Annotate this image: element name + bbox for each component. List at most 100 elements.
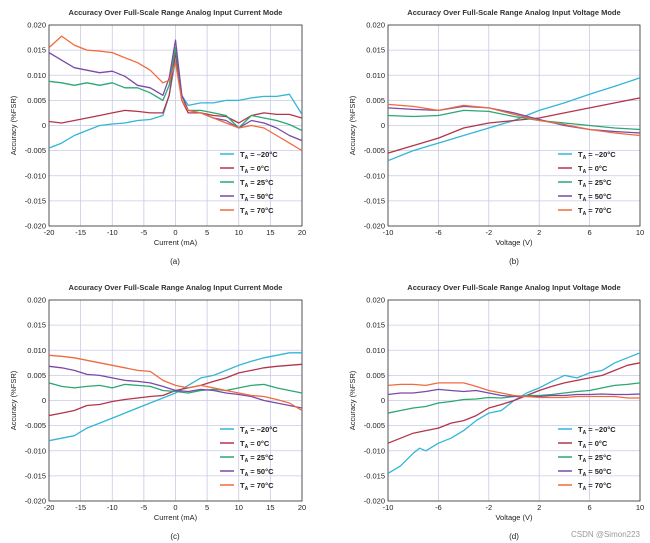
x-tick-label: 20 (298, 503, 306, 512)
y-tick-label: -0.015 (364, 471, 385, 480)
y-axis-label: Accuracy (%FSR) (9, 370, 18, 430)
x-tick-label: -20 (44, 228, 55, 237)
series-line (49, 352, 302, 442)
series-line (388, 352, 640, 474)
legend-label: TA = 0°C (578, 439, 608, 450)
x-tick-label: 2 (537, 228, 541, 237)
y-axis-label: Accuracy (%FSR) (348, 370, 357, 430)
series-line (49, 39, 302, 142)
x-tick-label: -6 (435, 503, 442, 512)
x-tick-label: -15 (75, 503, 86, 512)
plot-frame (387, 24, 641, 227)
y-tick-label: -0.010 (364, 171, 385, 180)
y-tick-label: -0.005 (25, 421, 46, 430)
subfigure-caption: (a) (170, 257, 180, 266)
y-tick-label: -0.020 (25, 497, 46, 506)
series-line (49, 382, 302, 394)
y-tick-label: 0.015 (27, 46, 46, 55)
plot-frame (48, 299, 303, 502)
x-tick-label: 6 (588, 228, 592, 237)
x-tick-label: -2 (485, 228, 492, 237)
x-tick-label: 10 (235, 503, 243, 512)
plot-frame (48, 24, 303, 227)
series-line (49, 354, 302, 412)
legend-label: TA = 70°C (578, 481, 612, 492)
series-line (49, 365, 302, 409)
y-tick-label: 0.020 (27, 21, 46, 30)
y-tick-label: 0 (42, 396, 46, 405)
y-tick-label: 0.005 (366, 371, 385, 380)
x-tick-label: -20 (44, 503, 55, 512)
legend-label: TA = 70°C (240, 206, 274, 217)
plot-frame (387, 299, 641, 502)
series-line (388, 382, 640, 414)
series-line (388, 77, 640, 162)
series-line (388, 97, 640, 154)
legend-label: TA = 0°C (240, 439, 270, 450)
x-tick-label: 10 (235, 228, 243, 237)
x-tick-label: 20 (298, 228, 306, 237)
series-line (388, 109, 640, 131)
chart-panel-3: Accuracy Over Full-Scale Range Analog In… (9, 283, 306, 541)
x-tick-label: 5 (205, 503, 209, 512)
y-tick-label: 0.010 (27, 346, 46, 355)
legend-label: TA = 50°C (578, 192, 612, 203)
y-axis-label: Accuracy (%FSR) (9, 95, 18, 155)
legend-label: TA = –20°C (240, 150, 278, 161)
legend-label: TA = –20°C (240, 425, 278, 436)
y-tick-label: 0.020 (366, 296, 385, 305)
watermark-text: CSDN @Simon223 (571, 530, 641, 539)
legend-label: TA = 25°C (578, 178, 612, 189)
series-line (388, 362, 640, 444)
subfigure-caption: (b) (509, 257, 519, 266)
x-tick-label: -2 (485, 503, 492, 512)
y-tick-label: -0.020 (364, 222, 385, 231)
y-tick-label: -0.020 (364, 497, 385, 506)
x-axis-label: Voltage (V) (495, 513, 533, 522)
chart-panel-1: Accuracy Over Full-Scale Range Analog In… (9, 8, 306, 266)
y-tick-label: 0.020 (366, 21, 385, 30)
x-tick-label: -5 (141, 228, 148, 237)
x-tick-label: -10 (383, 503, 394, 512)
y-tick-label: -0.010 (364, 446, 385, 455)
subfigure-caption: (d) (509, 532, 519, 541)
y-tick-label: -0.010 (25, 171, 46, 180)
legend-label: TA = 50°C (578, 467, 612, 478)
y-tick-label: 0.010 (27, 71, 46, 80)
legend-label: TA = 70°C (240, 481, 274, 492)
legend-label: TA = 25°C (240, 453, 274, 464)
series-line (49, 59, 302, 149)
y-tick-label: 0.015 (27, 321, 46, 330)
y-tick-label: -0.005 (25, 146, 46, 155)
chart-panel-2: Accuracy Over Full-Scale Range Analog In… (348, 8, 644, 266)
chart-title: Accuracy Over Full-Scale Range Analog In… (407, 283, 620, 292)
series-line (388, 103, 640, 137)
series-line (49, 46, 302, 132)
y-tick-label: -0.015 (25, 471, 46, 480)
x-tick-label: -10 (383, 228, 394, 237)
series-line (49, 35, 302, 152)
legend-label: TA = 25°C (578, 453, 612, 464)
y-tick-label: -0.015 (25, 196, 46, 205)
x-tick-label: -15 (75, 228, 86, 237)
y-tick-label: 0.010 (366, 71, 385, 80)
chart-title: Accuracy Over Full-Scale Range Analog In… (69, 8, 283, 17)
legend-label: TA = 0°C (578, 164, 608, 175)
x-tick-label: 10 (636, 228, 644, 237)
chart-panel-4: Accuracy Over Full-Scale Range Analog In… (348, 283, 644, 541)
y-tick-label: 0 (381, 396, 385, 405)
series-line (388, 105, 640, 134)
series-line (388, 388, 640, 398)
y-tick-label: 0 (42, 121, 46, 130)
y-tick-label: -0.010 (25, 446, 46, 455)
y-tick-label: 0.015 (366, 46, 385, 55)
legend-label: TA = 25°C (240, 178, 274, 189)
y-tick-label: 0.005 (27, 371, 46, 380)
y-tick-label: -0.020 (25, 222, 46, 231)
x-tick-label: 6 (588, 503, 592, 512)
x-tick-label: 15 (266, 228, 274, 237)
legend-label: TA = 70°C (578, 206, 612, 217)
legend-label: TA = –20°C (578, 150, 616, 161)
legend-label: TA = 50°C (240, 467, 274, 478)
